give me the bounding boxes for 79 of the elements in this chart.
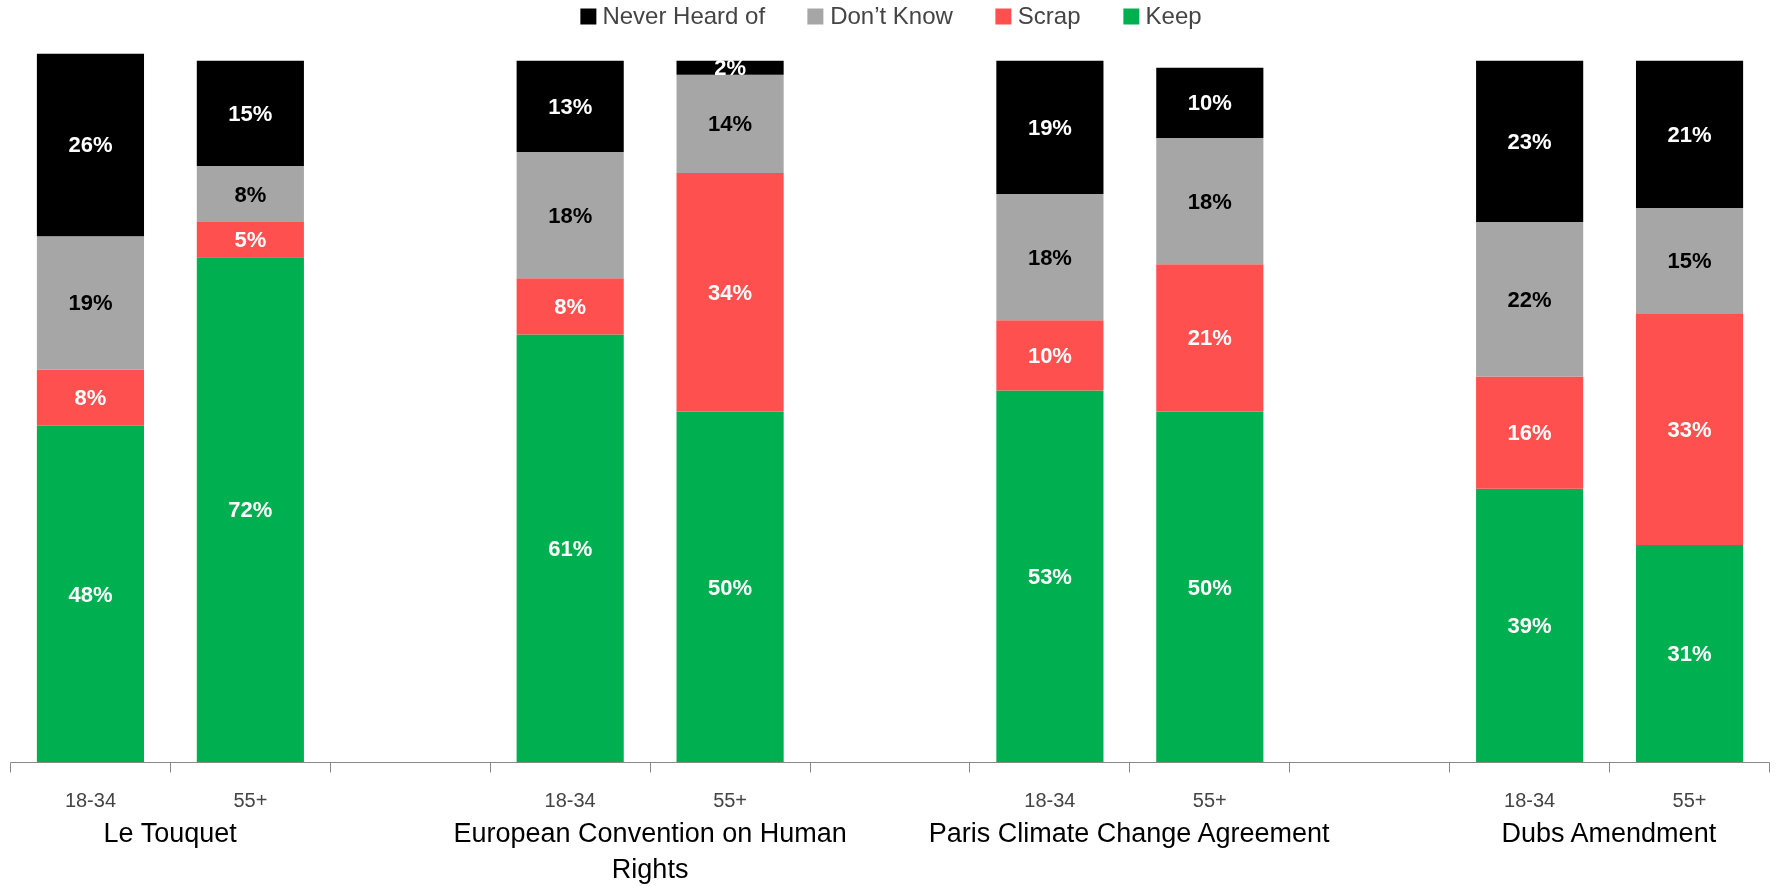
bar — [1156, 67, 1264, 138]
bar — [516, 334, 624, 763]
bar — [996, 390, 1104, 763]
data-label: 18% — [1187, 188, 1232, 214]
bar — [36, 369, 145, 426]
bar — [1156, 411, 1264, 763]
data-label: 34% — [708, 279, 753, 305]
bar — [516, 151, 624, 279]
data-label: 26% — [68, 132, 113, 158]
bar — [676, 411, 784, 763]
data-label: 48% — [68, 581, 113, 607]
x-tick-label: 55+ — [1672, 788, 1707, 811]
text: European Convention on Human Rights — [453, 817, 847, 884]
data-label: 53% — [1027, 564, 1072, 590]
data-label: 15% — [1667, 248, 1712, 274]
x-tick-label: 18-34 — [1504, 788, 1556, 811]
bar — [516, 60, 624, 152]
data-label: 39% — [1507, 613, 1552, 639]
data-label: 23% — [1507, 128, 1552, 154]
data-label: 5% — [234, 227, 267, 253]
data-label: 72% — [228, 497, 273, 523]
bar — [36, 53, 145, 237]
bar — [1156, 264, 1264, 412]
data-label: 18% — [548, 202, 593, 228]
data-label: 16% — [1507, 420, 1552, 446]
data-label: 13% — [548, 93, 593, 119]
bar — [996, 320, 1104, 391]
legend-label: Keep — [1145, 2, 1202, 30]
bar — [1476, 376, 1584, 489]
legend-label: Scrap — [1017, 2, 1081, 30]
bar — [1156, 137, 1264, 265]
bar — [676, 172, 784, 412]
data-label: 8% — [554, 293, 587, 319]
data-label: 14% — [708, 111, 753, 137]
bar — [1635, 60, 1744, 209]
text: Dubs Amendment — [1501, 817, 1717, 848]
data-label: 8% — [234, 181, 267, 207]
bar — [516, 278, 624, 335]
legend-label: Don’t Know — [830, 2, 953, 30]
x-tick-label: 18-34 — [1024, 788, 1076, 811]
bar — [196, 60, 304, 166]
data-label: 2% — [714, 55, 746, 81]
bar — [676, 74, 784, 173]
data-label: 21% — [1187, 325, 1232, 351]
bar — [196, 222, 304, 258]
bar — [1635, 208, 1744, 314]
data-label: 21% — [1667, 121, 1712, 147]
bar — [36, 425, 145, 763]
bar — [1476, 60, 1584, 223]
data-label: 50% — [1187, 574, 1232, 600]
bar — [1476, 222, 1584, 377]
bar — [1635, 313, 1744, 545]
x-tick-label: 18-34 — [544, 788, 596, 811]
data-label: 22% — [1507, 286, 1552, 312]
data-label: 10% — [1187, 90, 1232, 116]
data-label: 15% — [228, 100, 273, 126]
data-label: 31% — [1667, 641, 1712, 667]
x-tick-label: 55+ — [713, 788, 748, 811]
data-label: 19% — [1027, 114, 1072, 140]
data-label: 61% — [548, 535, 593, 561]
x-tick-label: 18-34 — [64, 788, 117, 811]
data-label: 18% — [1027, 244, 1072, 270]
legend-label: Never Heard of — [602, 2, 766, 30]
bar — [996, 194, 1104, 321]
bar — [196, 257, 304, 763]
data-label: 10% — [1027, 342, 1072, 368]
data-label: 8% — [74, 385, 107, 411]
x-tick-label: 55+ — [233, 788, 268, 811]
data-label: 33% — [1667, 416, 1712, 442]
bar — [36, 236, 145, 370]
x-tick-label: 55+ — [1192, 788, 1227, 811]
bar — [996, 60, 1104, 195]
data-label: 50% — [708, 574, 753, 600]
bar — [1635, 544, 1744, 763]
bar — [1476, 488, 1584, 763]
text: Le Touquet — [103, 817, 238, 848]
data-label: 19% — [68, 290, 113, 316]
text: Paris Climate Change Agreement — [928, 817, 1330, 848]
bar — [196, 165, 304, 223]
